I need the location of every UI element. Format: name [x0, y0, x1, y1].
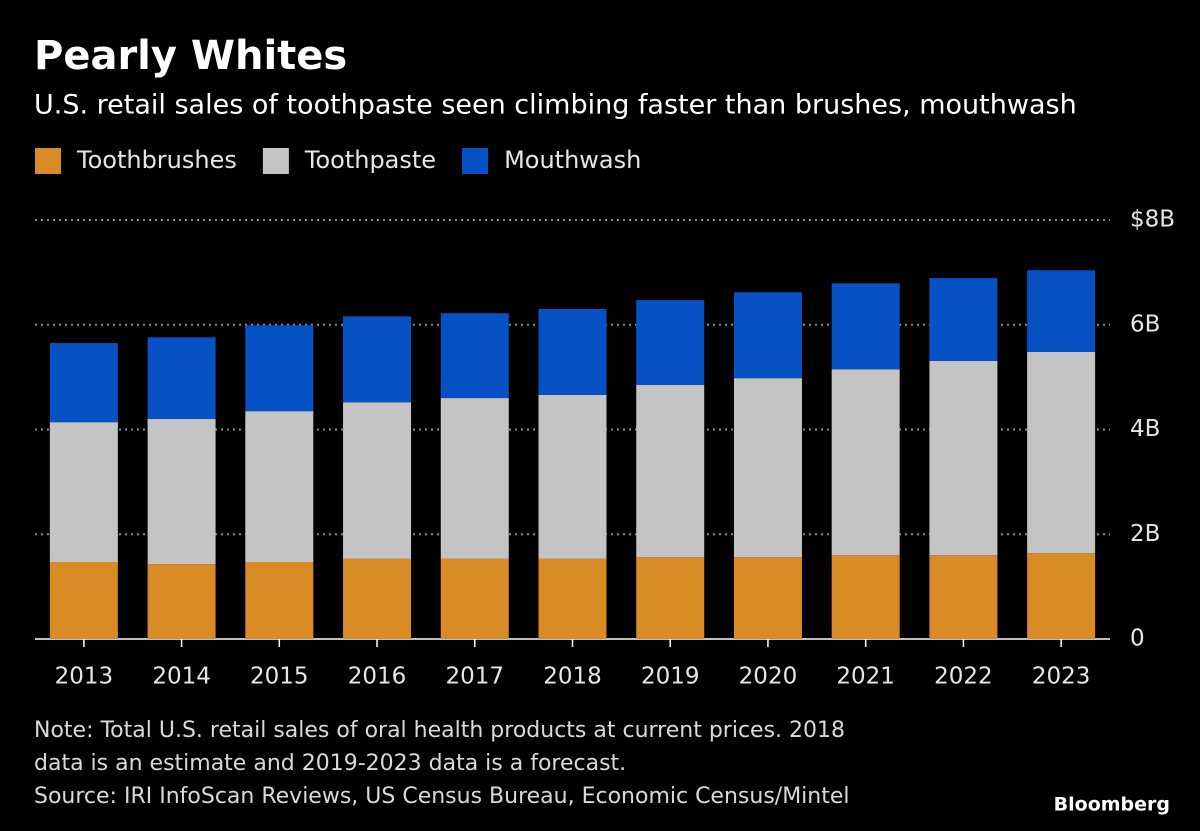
legend-swatch	[262, 148, 289, 174]
bar-segment	[49, 562, 118, 639]
bar-segment	[733, 292, 802, 379]
bar-segment	[538, 309, 607, 395]
x-tick-label: 2021	[836, 664, 895, 690]
legend-swatch	[35, 148, 61, 174]
bar-segment	[636, 384, 705, 558]
x-tick-label: 2022	[934, 664, 993, 690]
x-tick-label: 2017	[445, 664, 504, 690]
bar-segment	[343, 402, 412, 559]
x-tick-label: 2014	[152, 664, 211, 690]
bar-segment	[929, 360, 998, 556]
bar-segment	[733, 557, 802, 639]
x-tick-label: 2016	[348, 664, 407, 690]
bar-segment	[245, 325, 314, 412]
bar-segment	[1027, 553, 1096, 639]
x-tick-label: 2018	[543, 664, 602, 690]
chart-title: Pearly Whites	[34, 33, 347, 79]
chart-subtitle: U.S. retail sales of toothpaste seen cli…	[34, 90, 1077, 121]
note-line: Note: Total U.S. retail sales of oral he…	[34, 718, 845, 743]
bar-segment	[831, 369, 900, 556]
y-tick-label: 4B	[1130, 416, 1160, 442]
bar-segment	[245, 411, 314, 563]
bar-segment	[733, 378, 802, 558]
legend-label: Mouthwash	[504, 146, 641, 174]
bar-segment	[440, 558, 509, 639]
bar-segment	[245, 562, 314, 639]
bar-segment	[1027, 270, 1096, 352]
bar-segment	[147, 564, 216, 639]
bar-segment	[929, 278, 998, 361]
bar-segment	[831, 283, 900, 370]
note-line: data is an estimate and 2019-2023 data i…	[34, 751, 626, 776]
bar-segment	[1027, 351, 1096, 554]
bar-segment	[831, 555, 900, 639]
bar-segment	[343, 316, 412, 403]
bar-segment	[440, 313, 509, 399]
x-tick-label: 2015	[250, 664, 309, 690]
bar-segment	[636, 557, 705, 639]
bar-segment	[147, 337, 216, 420]
legend-swatch	[462, 148, 489, 174]
y-tick-label: 6B	[1130, 311, 1160, 337]
legend-label: Toothpaste	[304, 146, 436, 174]
x-tick-label: 2023	[1032, 664, 1091, 690]
y-tick-label: $8B	[1130, 207, 1175, 233]
x-tick-label: 2013	[55, 664, 114, 690]
bar-segment	[538, 558, 607, 639]
y-tick-label: 2B	[1130, 521, 1160, 547]
bar-segment	[929, 555, 998, 639]
bar-segment	[147, 419, 216, 565]
bar-segment	[636, 300, 705, 385]
y-tick-label: 0	[1130, 626, 1145, 652]
source: Source: IRI InfoScan Reviews, US Census …	[34, 784, 850, 809]
bar-segment	[49, 343, 118, 423]
bar-segment	[343, 558, 412, 639]
legend-label: Toothbrushes	[76, 146, 237, 174]
x-tick-label: 2019	[641, 664, 700, 690]
bar-segment	[440, 398, 509, 559]
x-tick-label: 2020	[739, 664, 798, 690]
bar-segment	[538, 394, 607, 559]
bar-segment	[49, 422, 118, 563]
brand-logo: Bloomberg	[1054, 794, 1170, 816]
